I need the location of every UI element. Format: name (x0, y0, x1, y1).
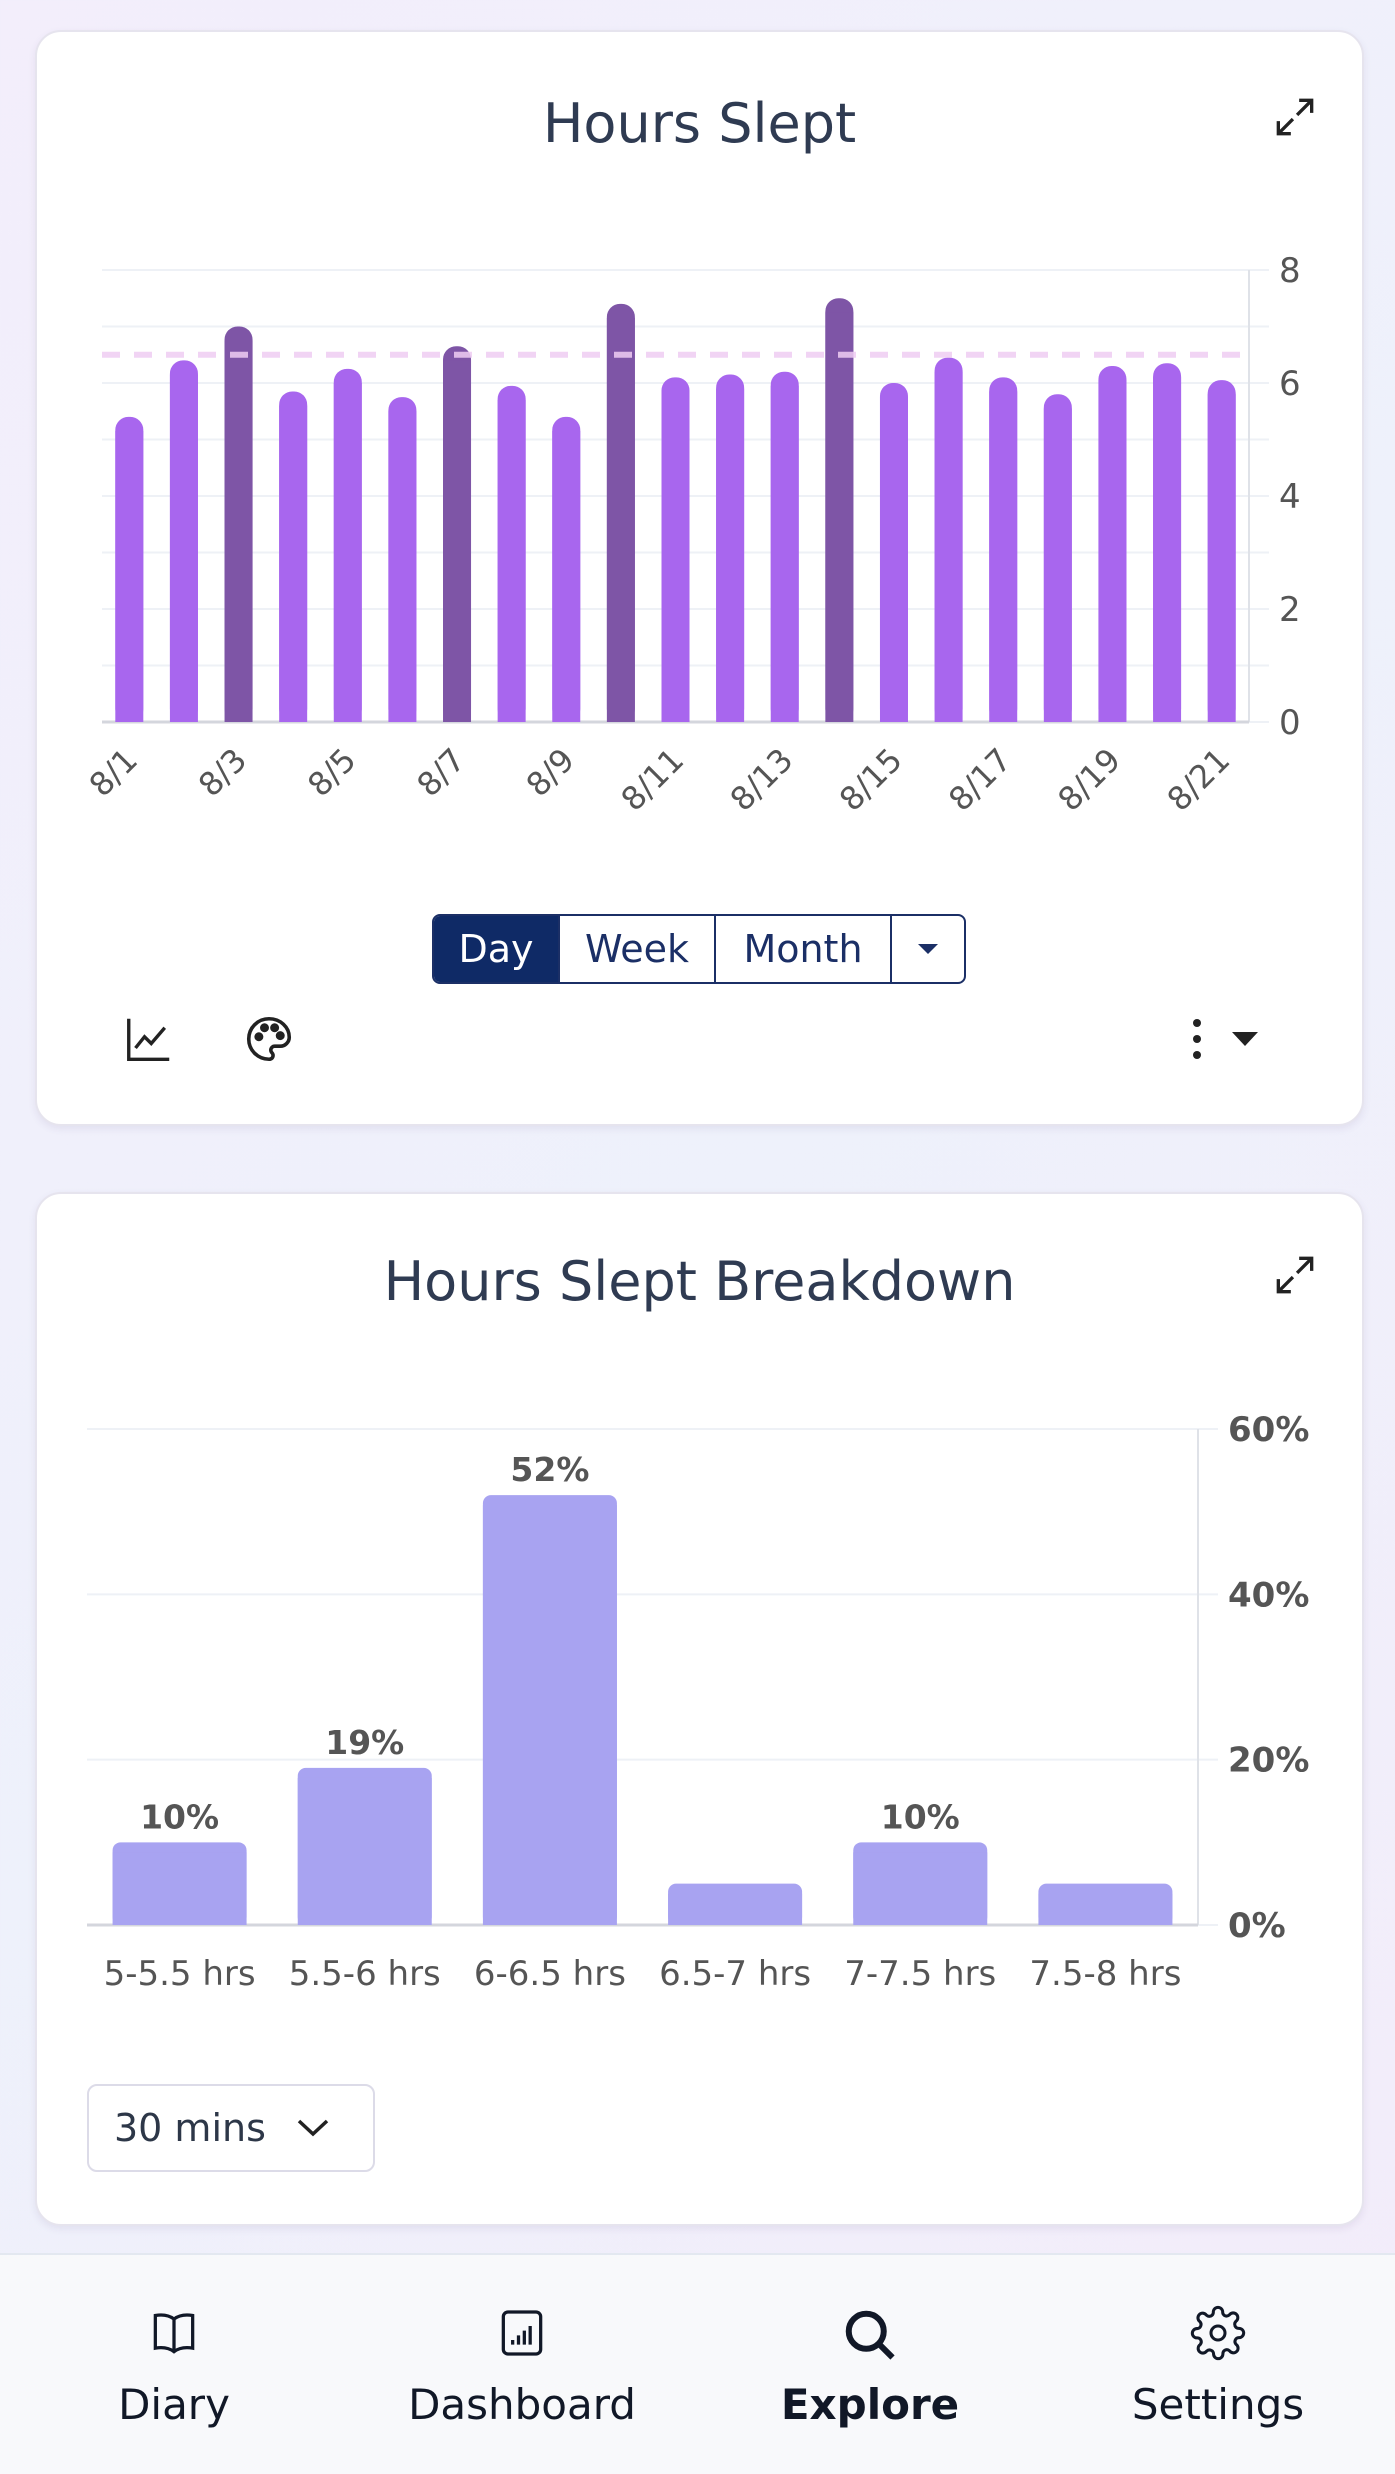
x-tick-label: 8/15 (832, 741, 910, 819)
x-tick-label: 6-6.5 hrs (474, 1954, 626, 1994)
caret-down-icon (1232, 1032, 1258, 1046)
bar-body (716, 388, 745, 722)
bar-body (279, 405, 308, 722)
more-vertical-icon (1193, 1019, 1201, 1059)
x-tick-label: 8/1 (82, 741, 145, 804)
x-tick-label: 8/3 (191, 741, 254, 804)
bar-body (1038, 1893, 1173, 1925)
chart-options-menu[interactable] (1187, 1012, 1267, 1066)
hours-slept-card: Hours Slept 0 2 4 6 8 8/1 8/3 8/5 8/7 8/9 8/11 8/13… (35, 30, 1364, 1126)
caret-down-icon (918, 944, 938, 954)
nav-label: Dashboard (408, 2380, 636, 2429)
y-tick-label: 0% (1228, 1906, 1286, 1946)
y-tick-label: 0 (1279, 703, 1301, 743)
nav-item-settings[interactable]: Settings (1044, 2255, 1392, 2474)
gear-icon (1190, 2305, 1246, 2361)
data-label: 52% (510, 1450, 589, 1489)
y-tick-label: 40% (1228, 1575, 1309, 1615)
card-title: Hours Slept (542, 92, 857, 155)
expand-icon[interactable] (1270, 92, 1320, 142)
bar-body (552, 430, 581, 722)
palette-icon[interactable] (242, 1012, 296, 1066)
bar-body (112, 1852, 247, 1925)
y-tick-label: 8 (1279, 251, 1301, 291)
bar-body (169, 374, 198, 722)
bar-body (388, 411, 417, 722)
card-title: Hours Slept Breakdown (383, 1250, 1016, 1313)
bin-size-select[interactable]: 30 mins (87, 2084, 375, 2172)
data-label: 10% (140, 1797, 219, 1836)
bar-body (661, 391, 690, 722)
nav-item-dashboard[interactable]: Dashboard (348, 2255, 696, 2474)
bar-body (989, 391, 1018, 722)
x-tick-label: 7-7.5 hrs (844, 1954, 996, 1994)
bar-body (1207, 394, 1236, 722)
data-label: 19% (325, 1723, 404, 1762)
bar-body (482, 1505, 617, 1925)
hours-slept-breakdown-card: Hours Slept Breakdown 0% 20% 40% 60% 10% 5-5.… (35, 1192, 1364, 2226)
bar-body (1043, 408, 1072, 722)
bar-body (668, 1893, 803, 1925)
expand-icon[interactable] (1270, 1250, 1320, 1300)
nav-label: Explore (780, 2380, 960, 2429)
x-tick-label: 8/19 (1050, 741, 1128, 819)
line-chart-icon[interactable] (122, 1012, 176, 1066)
tab-month[interactable]: Month (716, 916, 892, 982)
y-tick-label: 2 (1279, 590, 1301, 630)
dashboard-chart-icon (501, 2310, 543, 2356)
bar-body (853, 1852, 988, 1925)
bin-size-value: 30 mins (114, 2106, 266, 2150)
bar-body (934, 371, 963, 722)
x-tick-label: 7.5-8 hrs (1029, 1954, 1181, 1994)
data-label: 10% (881, 1797, 960, 1836)
nav-item-explore[interactable]: Explore (696, 2255, 1044, 2474)
range-segmented-control: Day Week Month (432, 914, 966, 984)
bar-body (297, 1777, 432, 1925)
y-tick-label: 60% (1228, 1410, 1309, 1450)
bottom-navigation: Diary Dashboard Explore Settings (0, 2253, 1395, 2474)
bar-body (1153, 377, 1182, 722)
bar-body (333, 382, 362, 722)
bar-body (825, 312, 854, 722)
bar-body (606, 317, 635, 722)
x-tick-label: 5.5-6 hrs (289, 1954, 441, 1994)
bar-body (770, 385, 799, 722)
x-tick-label: 8/5 (300, 741, 363, 804)
search-icon (845, 2310, 895, 2360)
x-tick-label: 8/7 (409, 741, 472, 804)
x-tick-label: 8/17 (941, 741, 1019, 819)
hours-slept-breakdown-chart: 0% 20% 40% 60% 10% 5-5.5 hrs 19% 5.5-6 hrs 52% 6-… (87, 1410, 1309, 1994)
bar-body (1098, 380, 1127, 722)
y-tick-label: 20% (1228, 1741, 1309, 1781)
range-dropdown-button[interactable] (892, 916, 964, 982)
y-tick-label: 6 (1279, 364, 1301, 404)
bar-body (879, 397, 908, 722)
tab-day[interactable]: Day (434, 916, 560, 982)
nav-label: Diary (118, 2380, 230, 2429)
bar-body (224, 340, 253, 722)
nav-item-diary[interactable]: Diary (0, 2255, 348, 2474)
x-tick-label: 8/13 (723, 741, 801, 819)
bar-body (115, 430, 144, 722)
x-tick-label: 8/21 (1160, 741, 1238, 819)
y-tick-label: 4 (1279, 477, 1301, 517)
bar-body (497, 399, 526, 722)
nav-label: Settings (1131, 2380, 1305, 2429)
x-tick-label: 6.5-7 hrs (659, 1954, 811, 1994)
book-icon (153, 2313, 195, 2354)
x-tick-label: 8/9 (519, 741, 582, 804)
x-tick-label: 5-5.5 hrs (104, 1954, 256, 1994)
tab-week[interactable]: Week (560, 916, 716, 982)
chevron-down-icon (297, 2119, 329, 2137)
hours-slept-chart: 0 2 4 6 8 8/1 8/3 8/5 8/7 8/9 8/11 8/13 8/15 8/17 8/19… (82, 251, 1301, 819)
bar-body (443, 360, 472, 722)
x-tick-label: 8/11 (613, 741, 691, 819)
